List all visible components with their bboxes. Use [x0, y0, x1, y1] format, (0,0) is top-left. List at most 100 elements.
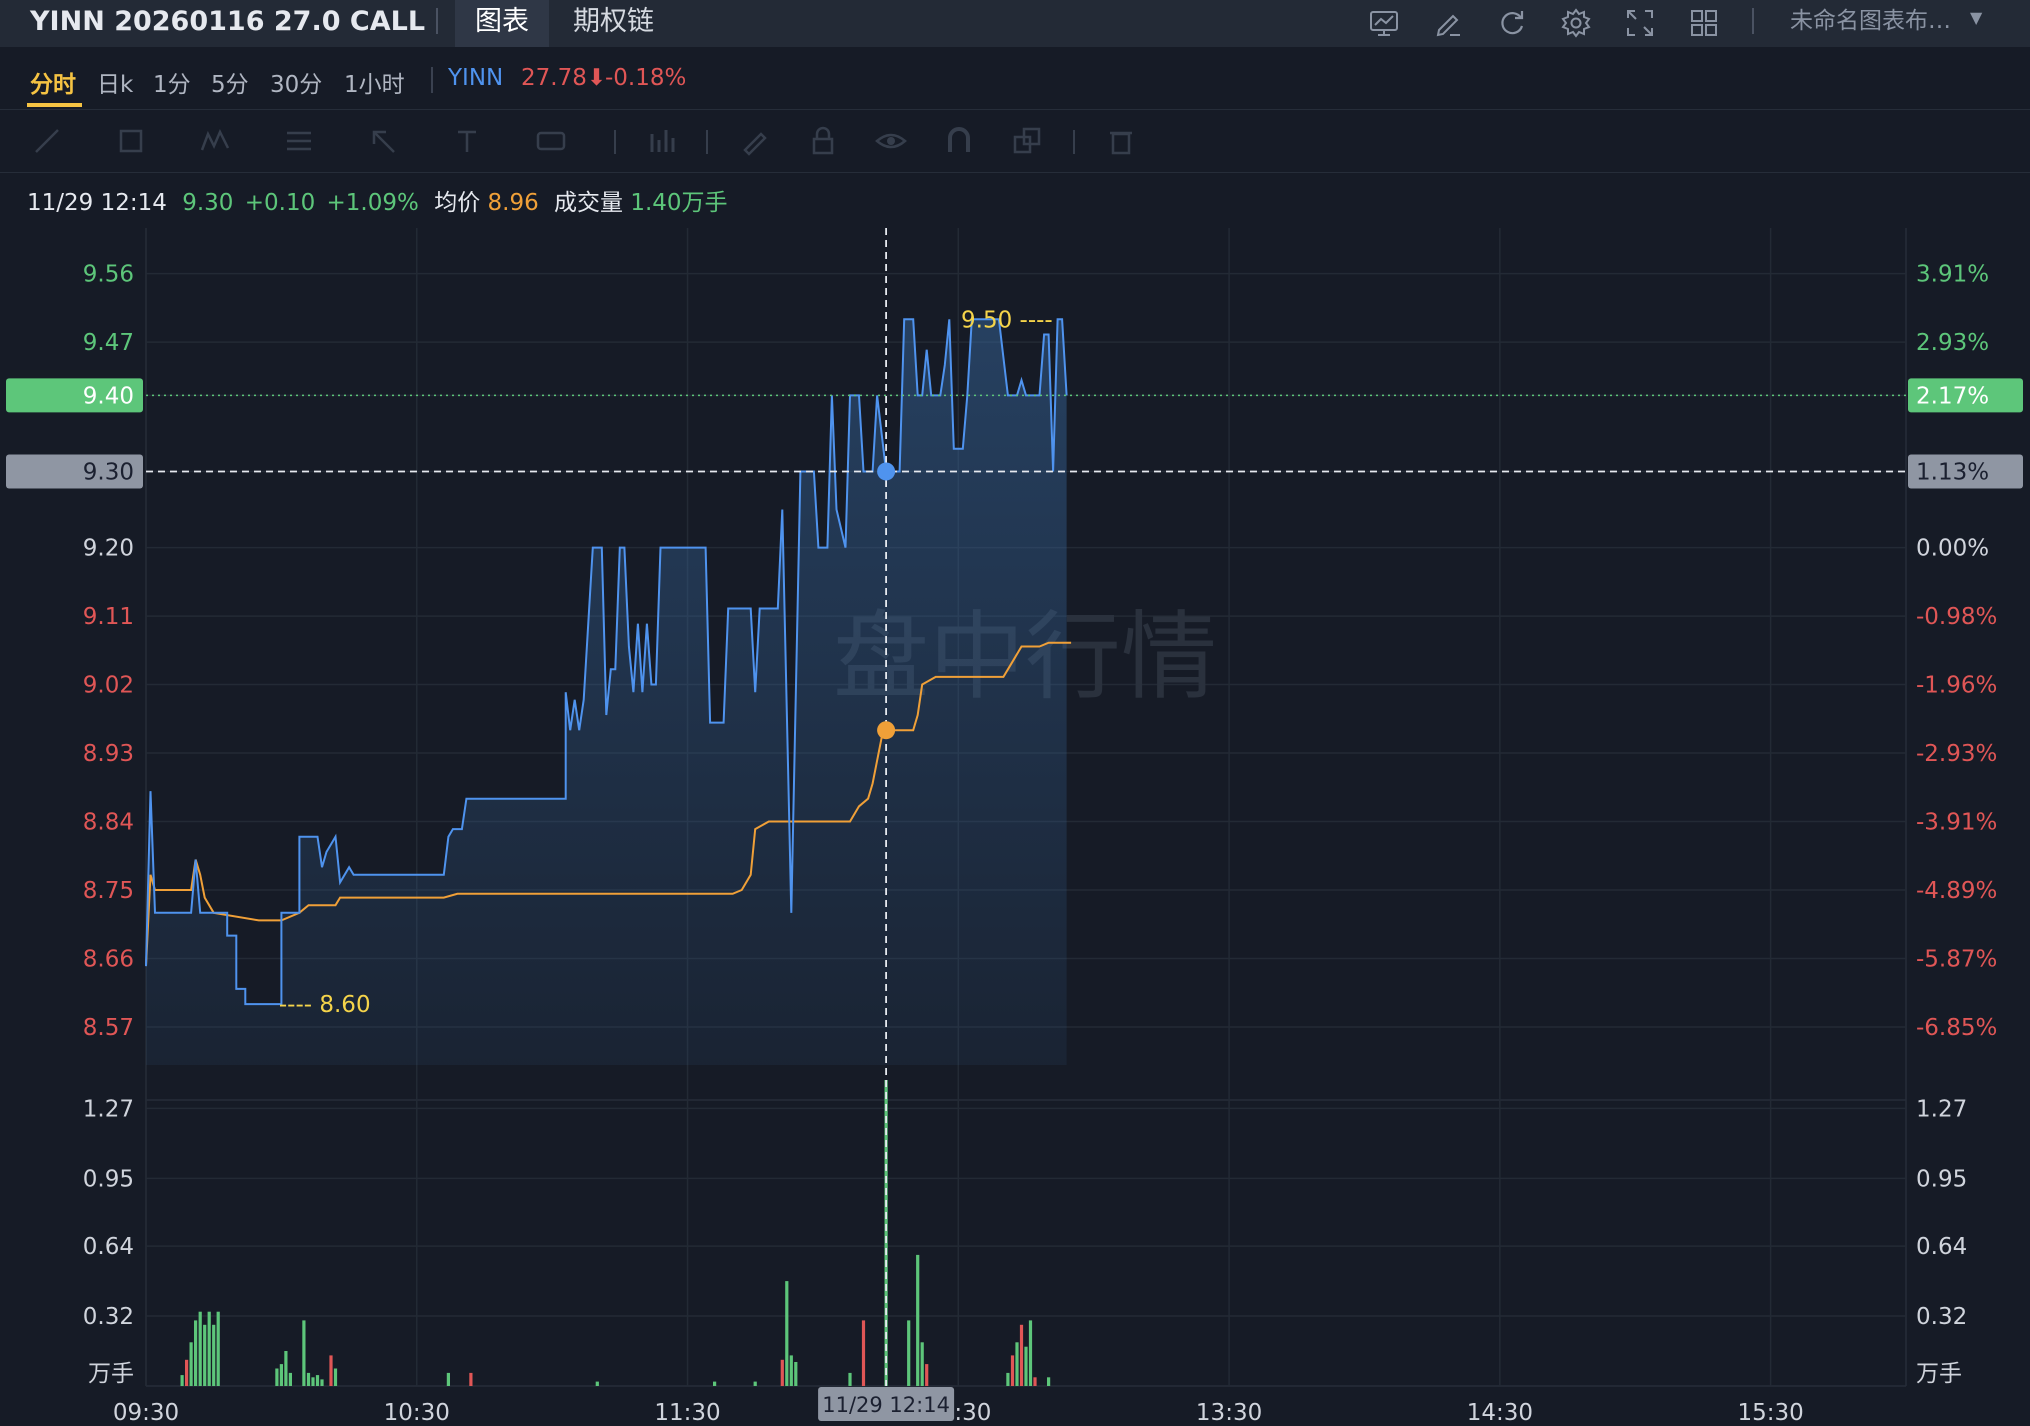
volume-tick-label-left: 0.64 — [83, 1234, 134, 1260]
period-daily[interactable]: 日k — [97, 72, 134, 98]
divider — [431, 67, 433, 93]
volume-bar — [284, 1351, 288, 1386]
volume-bar — [794, 1362, 798, 1386]
grid-layout-icon[interactable] — [1687, 6, 1721, 40]
refresh-icon[interactable] — [1495, 6, 1529, 40]
measure-tool-icon[interactable] — [645, 124, 679, 158]
info-price: 9.30 — [182, 190, 234, 216]
volume-bar — [753, 1381, 757, 1386]
time-tick-label: 14:30 — [1467, 1400, 1533, 1426]
label-tool-icon[interactable] — [534, 124, 568, 158]
period-1hour[interactable]: 1小时 — [344, 72, 405, 98]
price-tick-label: 8.93 — [83, 741, 134, 767]
time-tick-label: 15:30 — [1737, 1400, 1803, 1426]
crosshair-time-badge-label: 11/29 12:14 — [822, 1393, 950, 1417]
crosshair-info: 11/29 12:14 9.30 +0.10 +1.09% 均价 8.96 成交… — [27, 183, 736, 217]
volume-bar — [1015, 1342, 1019, 1386]
info-volume-label: 成交量 — [554, 190, 624, 216]
volume-bar — [713, 1381, 717, 1386]
pct-tick-label: -0.98% — [1916, 604, 1997, 630]
volume-bar — [1006, 1372, 1010, 1386]
volume-bar — [212, 1324, 216, 1386]
divider — [436, 8, 438, 34]
chevron-down-icon[interactable]: ▼ — [1970, 8, 1983, 27]
underlying-change: -0.18% — [605, 65, 687, 91]
price-tick-label: 8.75 — [83, 878, 134, 904]
arrow-tool-icon[interactable] — [366, 124, 400, 158]
volume-bar — [329, 1355, 333, 1386]
text-tool-icon[interactable] — [450, 124, 484, 158]
volume-bar — [203, 1324, 207, 1386]
volume-bar — [1033, 1377, 1037, 1386]
crosshair-price-badge-label: 9.30 — [83, 459, 134, 485]
crosshair — [146, 228, 1906, 1386]
monitor-chart-icon[interactable] — [1367, 6, 1401, 40]
line-tool-icon[interactable] — [30, 124, 64, 158]
trash-icon[interactable] — [1104, 124, 1138, 158]
crosshair-pct-badge — [1908, 454, 2023, 489]
volume-bar — [789, 1355, 793, 1386]
tab-option-chain[interactable]: 期权链 — [573, 6, 654, 37]
volume-tick-label-left: 1.27 — [83, 1096, 134, 1122]
divider — [614, 130, 616, 154]
volume-bar — [920, 1342, 924, 1386]
underlying-price: 27.78⬇ — [521, 65, 606, 91]
crosshair-price-badge — [6, 454, 143, 489]
info-volume: 1.40万手 — [630, 190, 728, 216]
volume-bar — [320, 1379, 324, 1386]
volume-bar — [288, 1372, 292, 1386]
price-tick-label: 8.84 — [83, 810, 134, 836]
volume-bar — [315, 1375, 320, 1386]
clone-icon[interactable] — [1010, 124, 1044, 158]
volume-bar — [311, 1377, 315, 1386]
edit-icon[interactable] — [1431, 6, 1465, 40]
volume-bar — [1010, 1355, 1015, 1386]
volume-bar — [1024, 1346, 1028, 1386]
crosshair-avg-dot — [877, 721, 896, 740]
volume-bar — [194, 1320, 198, 1386]
period-30min[interactable]: 30分 — [270, 72, 323, 98]
pct-tick-label: -5.87% — [1916, 946, 1997, 972]
pattern-tool-icon[interactable] — [198, 124, 232, 158]
rectangle-tool-icon[interactable] — [114, 124, 148, 158]
price-tick-label: 8.57 — [83, 1015, 134, 1041]
volume-bar — [785, 1281, 789, 1386]
series-lines — [145, 318, 1906, 1006]
volume-bar — [1028, 1320, 1033, 1386]
period-5min[interactable]: 5分 — [211, 72, 249, 98]
underlying-symbol[interactable]: YINN — [448, 65, 504, 91]
divider — [1073, 130, 1075, 154]
eye-icon[interactable] — [874, 124, 908, 158]
period-1min[interactable]: 1分 — [153, 72, 191, 98]
period-intraday[interactable]: 分时 — [30, 72, 76, 98]
tab-chart[interactable]: 图表 — [455, 0, 549, 47]
price-line — [145, 318, 1068, 1006]
top-bar: YINN 20260116 27.0 CALL 图表 期权链 未命名图表布… ▼ — [0, 0, 2030, 47]
volume-tick-label-left: 0.32 — [83, 1304, 134, 1330]
volume-bar — [189, 1342, 193, 1386]
settings-gear-icon[interactable] — [1559, 6, 1593, 40]
crosshair-price-dot — [877, 462, 896, 481]
pct-tick-label: 0.00% — [1916, 536, 1989, 562]
contract-title: YINN 20260116 27.0 CALL — [30, 6, 426, 37]
volume-tick-label-right: 0.64 — [1916, 1234, 1967, 1260]
current-pct-badge-label: 2.17% — [1916, 383, 1989, 409]
volume-bar — [925, 1364, 929, 1386]
fib-tool-icon[interactable] — [282, 124, 316, 158]
volume-bar — [207, 1311, 211, 1386]
right-pct-axis: 3.91% 2.93% 2.17% 1.13% 0.00% -0.98% -1.96% -2.… — [1908, 262, 2023, 1041]
price-tick-label: 9.11 — [83, 604, 134, 630]
divider — [706, 130, 708, 154]
fullscreen-icon[interactable] — [1623, 6, 1657, 40]
lock-icon[interactable] — [806, 124, 840, 158]
underlying-price-value: 27.78 — [521, 65, 587, 91]
magnet-icon[interactable] — [942, 124, 976, 158]
layout-name-dropdown[interactable]: 未命名图表布… — [1790, 8, 1951, 34]
price-area — [146, 319, 1067, 1065]
volume-bar — [907, 1320, 911, 1386]
info-change: +0.10 — [244, 190, 316, 216]
volume-bar — [216, 1311, 220, 1386]
brush-tool-icon[interactable] — [737, 124, 771, 158]
price-area-fill — [146, 319, 1067, 1065]
